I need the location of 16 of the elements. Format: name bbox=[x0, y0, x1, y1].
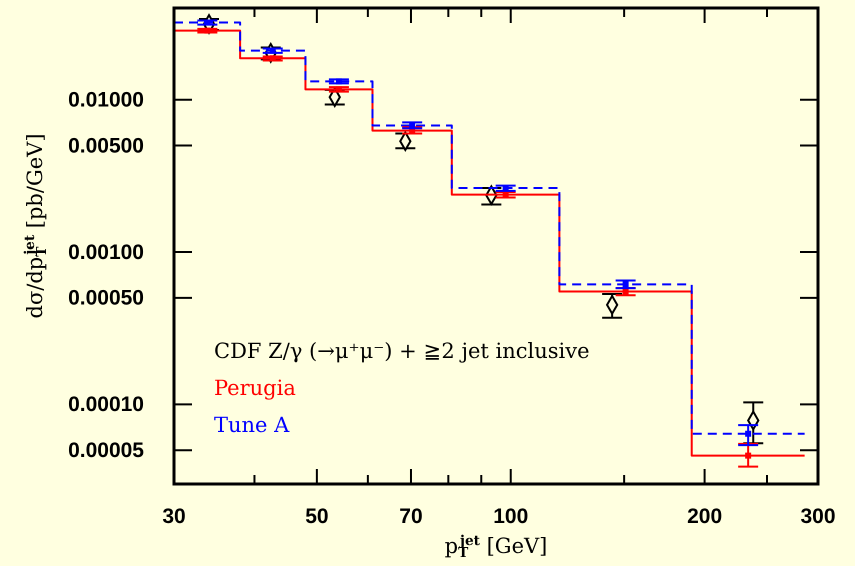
y-tick-label: 0.00100 bbox=[68, 240, 144, 264]
series-label: CDF Z/γ (→μ⁺μ⁻) + ≧2 jet inclusive bbox=[214, 339, 590, 363]
x-axis-title: p$_{T}$$^{jet}$ [GeV] bbox=[444, 533, 548, 562]
x-tick-label: 30 bbox=[162, 504, 186, 528]
x-tick-label: 100 bbox=[493, 504, 528, 528]
text: Tune A bbox=[214, 413, 290, 437]
y-tick-label: 0.00050 bbox=[68, 286, 144, 310]
x-tick-label: 50 bbox=[305, 504, 329, 528]
y-tick-label: 0.00500 bbox=[68, 134, 144, 158]
y-tick-label: 0.00010 bbox=[68, 393, 144, 416]
x-tick-label: 200 bbox=[687, 504, 722, 528]
y-tick-label: 0.00005 bbox=[68, 438, 144, 462]
x-tick-label: 300 bbox=[800, 504, 836, 528]
x-tick-label: 70 bbox=[399, 504, 423, 528]
y-tick-label: 0.01000 bbox=[68, 88, 144, 112]
text: Perugia bbox=[214, 376, 296, 400]
